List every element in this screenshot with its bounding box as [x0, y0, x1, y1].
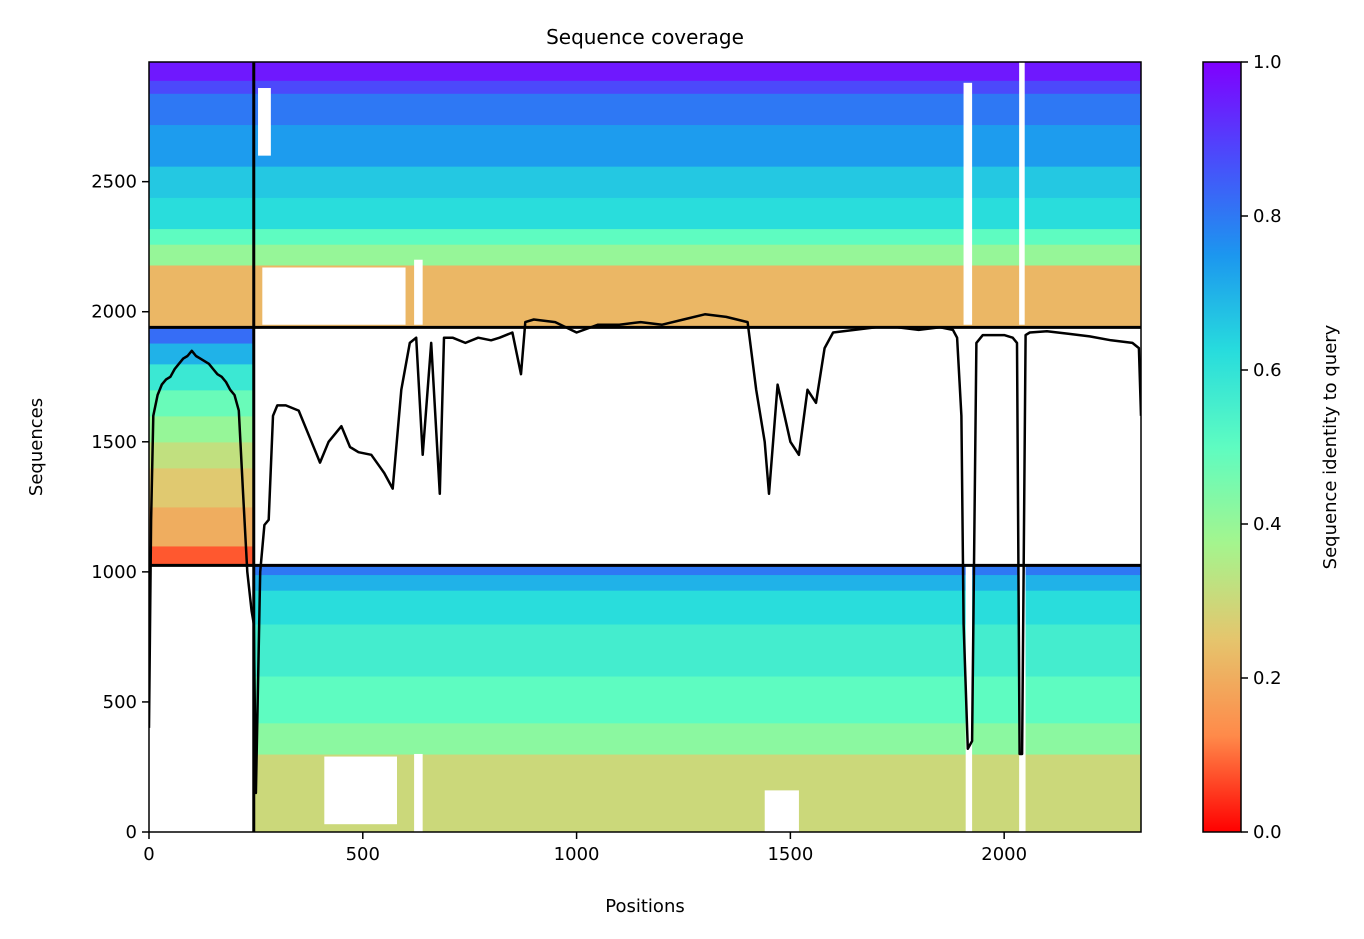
identity-band — [149, 166, 1141, 198]
plot-frame — [148, 61, 1142, 833]
x-tick-label: 2000 — [981, 844, 1027, 865]
colorbar-tick-label: 0.2 — [1253, 668, 1282, 689]
identity-band — [149, 363, 254, 391]
identity-band — [149, 327, 254, 344]
coverage-gap — [258, 88, 271, 156]
colorbar-tick-label: 0.0 — [1253, 822, 1282, 843]
colorbar-tick-label: 0.6 — [1253, 360, 1282, 381]
colorbar-tick-label: 0.8 — [1253, 206, 1282, 227]
coverage-series-line — [149, 313, 1141, 795]
x-tick-label: 500 — [346, 844, 380, 865]
identity-band — [253, 675, 1141, 724]
x-tick-label: 1500 — [767, 844, 813, 865]
identity-band — [253, 623, 1141, 677]
block-1 — [149, 327, 254, 566]
identity-band — [149, 197, 1141, 230]
identity-band — [149, 244, 1141, 266]
coverage-gap — [414, 259, 423, 325]
identity-band — [149, 80, 1141, 94]
coverage-line — [149, 313, 1141, 795]
y-axis-label: Sequences — [26, 398, 47, 496]
y-tick-label: 1000 — [91, 562, 137, 583]
identity-band — [149, 506, 254, 547]
colorbar-tick-label: 0.4 — [1253, 514, 1282, 535]
identity-band — [149, 441, 254, 469]
identity-band — [253, 753, 1141, 832]
identity-band — [149, 62, 1141, 81]
identity-band — [149, 545, 254, 566]
identity-band — [149, 93, 1141, 126]
coverage-gap — [1019, 62, 1025, 325]
y-tick-label: 0 — [126, 822, 137, 843]
coverage-gap — [965, 565, 973, 832]
y-tick-label: 500 — [103, 692, 137, 713]
colorbar — [1202, 61, 1242, 833]
x-tick-label: 1000 — [554, 844, 600, 865]
coverage-gap — [324, 756, 397, 825]
identity-band — [149, 342, 254, 365]
identity-band — [149, 124, 1141, 167]
identity-band — [253, 722, 1141, 755]
coverage-gaps — [258, 62, 1026, 832]
coverage-gap — [963, 82, 973, 325]
coverage-gap — [764, 790, 799, 832]
coverage-heatmap — [149, 62, 1141, 832]
identity-band — [253, 590, 1141, 625]
x-axis-label: Positions — [605, 896, 684, 917]
y-tick-label: 2500 — [91, 172, 137, 193]
coverage-gap — [414, 753, 423, 832]
block-3 — [253, 565, 1141, 832]
y-axis-ticks: 0 500 1000 1500 2000 2500 — [91, 172, 149, 843]
identity-band — [253, 565, 1141, 576]
identity-band — [149, 415, 254, 443]
chart-title: Sequence coverage — [546, 25, 744, 49]
identity-band — [253, 574, 1141, 591]
identity-band — [149, 467, 254, 508]
x-axis-ticks: 0 500 1000 1500 2000 — [143, 832, 1027, 865]
y-tick-label: 1500 — [91, 432, 137, 453]
x-tick-label: 0 — [143, 844, 154, 865]
colorbar-label: Sequence identity to query — [1320, 324, 1341, 569]
identity-band — [149, 228, 1141, 245]
y-tick-label: 2000 — [91, 302, 137, 323]
coverage-gap — [262, 267, 406, 325]
colorbar-tick-label: 1.0 — [1253, 52, 1282, 73]
colorbar-ticks: 0.0 0.2 0.4 0.6 0.8 1.0 — [1241, 52, 1282, 843]
